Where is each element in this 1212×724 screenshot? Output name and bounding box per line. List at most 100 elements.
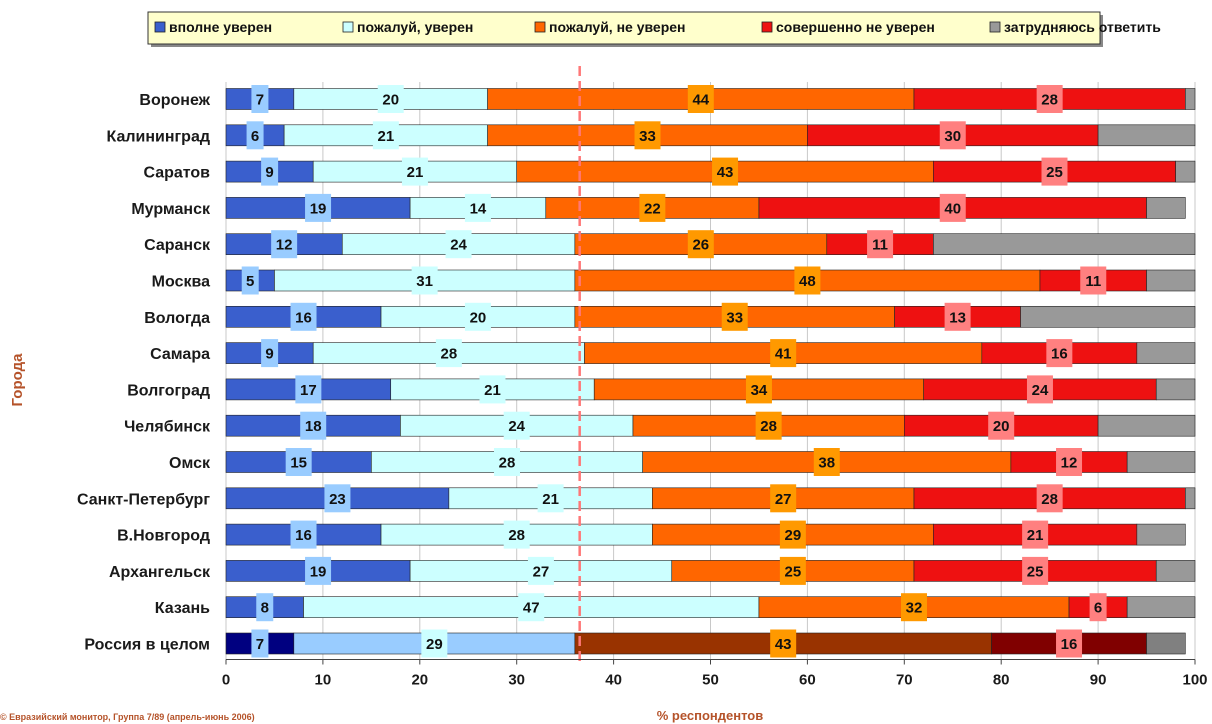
data-label: 5 [246,273,254,290]
data-label-box [1036,85,1063,113]
y-axis-label: Города [9,353,26,407]
data-label: 23 [329,491,346,508]
data-label: 33 [639,128,656,145]
bar-segment [1136,523,1186,546]
data-label: 25 [785,563,802,580]
data-label: 29 [785,527,802,544]
bar-segment [1126,451,1196,473]
data-label: 21 [484,382,501,399]
data-label: 38 [818,455,835,472]
data-label-box [939,193,966,222]
data-label-box [1022,556,1049,585]
data-label-box [1041,157,1068,186]
data-label-box [479,375,506,404]
x-tick-label: 90 [1090,672,1107,689]
data-label: 12 [276,237,293,254]
data-label-box [1036,484,1063,513]
data-label-box [770,339,797,368]
data-label-box [372,121,399,150]
data-label-box [518,593,545,622]
x-tick-label: 40 [605,672,622,689]
data-label: 28 [1041,92,1058,109]
data-label-box [305,556,332,585]
data-label-box [755,411,782,440]
category-label: Мурманск [131,201,211,218]
data-label: 8 [261,600,269,617]
data-label-box [421,629,448,658]
data-label: 33 [726,309,743,326]
x-tick-label: 60 [799,672,816,689]
data-label-box [377,85,404,113]
legend-entry: пожалуй, не уверен [549,19,686,35]
data-label: 18 [305,418,322,435]
bar-segment [933,233,1196,255]
category-label: Санкт-Петербург [77,491,210,508]
data-label-box [251,629,269,658]
data-label-box [687,85,714,113]
legend-entry: совершенно не уверен [776,19,935,35]
data-label-box [464,193,491,222]
x-tick-label: 50 [702,672,719,689]
category-label: Челябинск [124,419,211,436]
category-label: Вологда [144,310,210,327]
data-label: 7 [256,636,264,653]
data-label-box [305,193,332,222]
legend-swatch [154,21,166,33]
x-tick-label: 10 [315,672,332,689]
bar-labels: 7 20 44 28 6 21 33 30 9 21 43 25 19 14 22 40 12 24 26 11 5 31… [241,85,1107,658]
data-label-box [1080,266,1107,295]
data-label-box [251,85,269,113]
data-label: 28 [508,527,525,544]
legend-swatch [342,21,354,33]
category-label: Воронеж [139,92,210,109]
category-label: Россия в целом [84,637,210,654]
data-label: 25 [1046,164,1063,181]
data-label-box [246,121,264,150]
bar-segment [1126,596,1196,619]
legend-swatch [534,21,546,33]
data-label-box [290,302,317,331]
bar-segment [1155,560,1196,582]
bar-segment [1136,342,1196,364]
data-label: 12 [1061,455,1078,472]
data-label: 28 [499,455,516,472]
bar-segment [1155,378,1196,401]
data-label: 21 [542,491,559,508]
data-label-box [712,157,739,186]
data-label: 43 [717,164,734,181]
data-label-box [261,339,279,368]
data-label: 28 [760,418,777,435]
data-label-box [285,448,312,476]
data-label-box [900,593,927,622]
data-label-box [687,230,714,259]
data-label: 16 [1051,346,1068,363]
bar-segment [1146,197,1186,219]
bar-segment [1146,632,1186,655]
data-label-box [1022,520,1049,549]
data-label-box [527,556,554,585]
data-label: 31 [416,273,433,290]
data-label: 41 [775,346,792,363]
category-label: Волгоград [127,382,210,399]
legend-entry: затрудняюсь ответить [1004,19,1161,35]
data-label-box [779,556,806,585]
category-labels: Воронеж Калининград Саратов Мурманск Саранск… [77,92,211,654]
data-label-box [1046,339,1073,368]
data-label: 15 [290,455,307,472]
data-label-box [988,411,1015,440]
category-label: Казань [155,600,210,617]
x-tick-label: 20 [411,672,428,689]
data-label: 48 [799,273,816,290]
data-label-box [867,230,894,259]
legend-entry: пожалуй, уверен [357,19,473,35]
data-label: 34 [751,382,768,399]
data-label-box [939,121,966,150]
category-label: Москва [152,274,210,291]
x-tick-label: 80 [993,672,1010,689]
data-label-box [464,302,491,331]
data-label: 21 [378,128,395,145]
bar-segment [1146,269,1196,292]
bars-area [225,88,1196,655]
bar-segment [1020,305,1196,328]
